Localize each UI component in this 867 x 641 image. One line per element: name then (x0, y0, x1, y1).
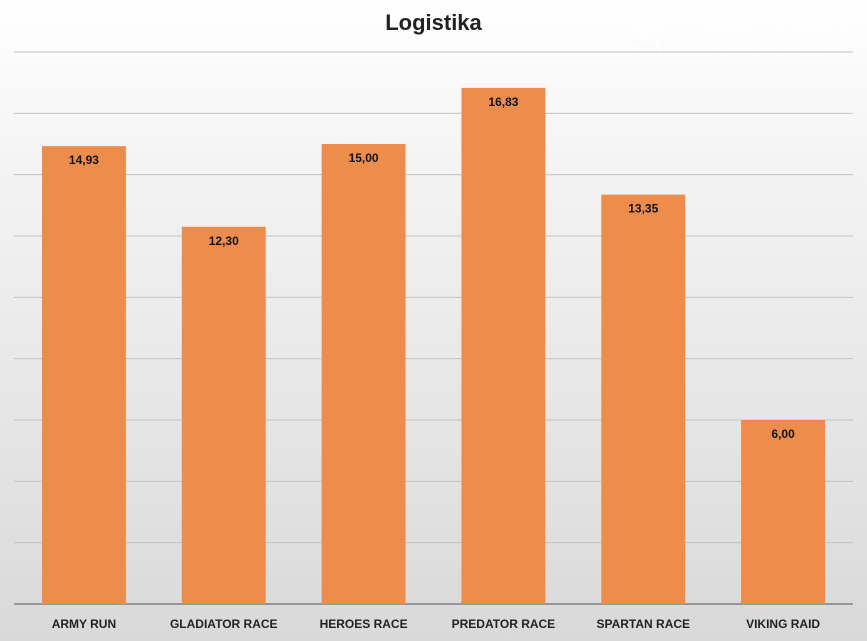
category-label: ARMY RUN (52, 617, 116, 631)
watermark-brand: RONNIE.cz (700, 7, 853, 38)
bar (601, 194, 686, 604)
category-label: PREDATOR RACE (452, 617, 556, 631)
bar (321, 144, 406, 604)
data-labels: 14,93 12,30 15,00 16,83 13,35 6,00 (69, 95, 795, 441)
category-label: GLADIATOR RACE (170, 617, 278, 631)
data-label: 6,00 (771, 427, 795, 441)
gridlines (14, 51, 853, 605)
bar (181, 226, 266, 605)
data-label: 15,00 (349, 151, 379, 165)
bars (41, 87, 826, 605)
category-label: VIKING RAID (746, 617, 820, 631)
watermark: RONNIE.cz kulturistika a silové sporty (613, 8, 853, 64)
category-label: HEROES RACE (320, 617, 408, 631)
data-label: 14,93 (69, 153, 99, 167)
chart-title: Logistika (385, 10, 482, 35)
category-labels: ARMY RUN GLADIATOR RACE HEROES RACE PREDATO… (52, 617, 821, 631)
data-label: 13,35 (628, 202, 658, 216)
data-label: 12,30 (209, 234, 239, 248)
bar (461, 87, 546, 604)
watermark-tagline: kulturistika a silové sporty (704, 38, 853, 53)
runner-logo-icon (631, 13, 665, 56)
bar (41, 146, 126, 604)
bar (741, 420, 826, 604)
data-label: 16,83 (488, 95, 518, 109)
category-label: SPARTAN RACE (596, 617, 690, 631)
